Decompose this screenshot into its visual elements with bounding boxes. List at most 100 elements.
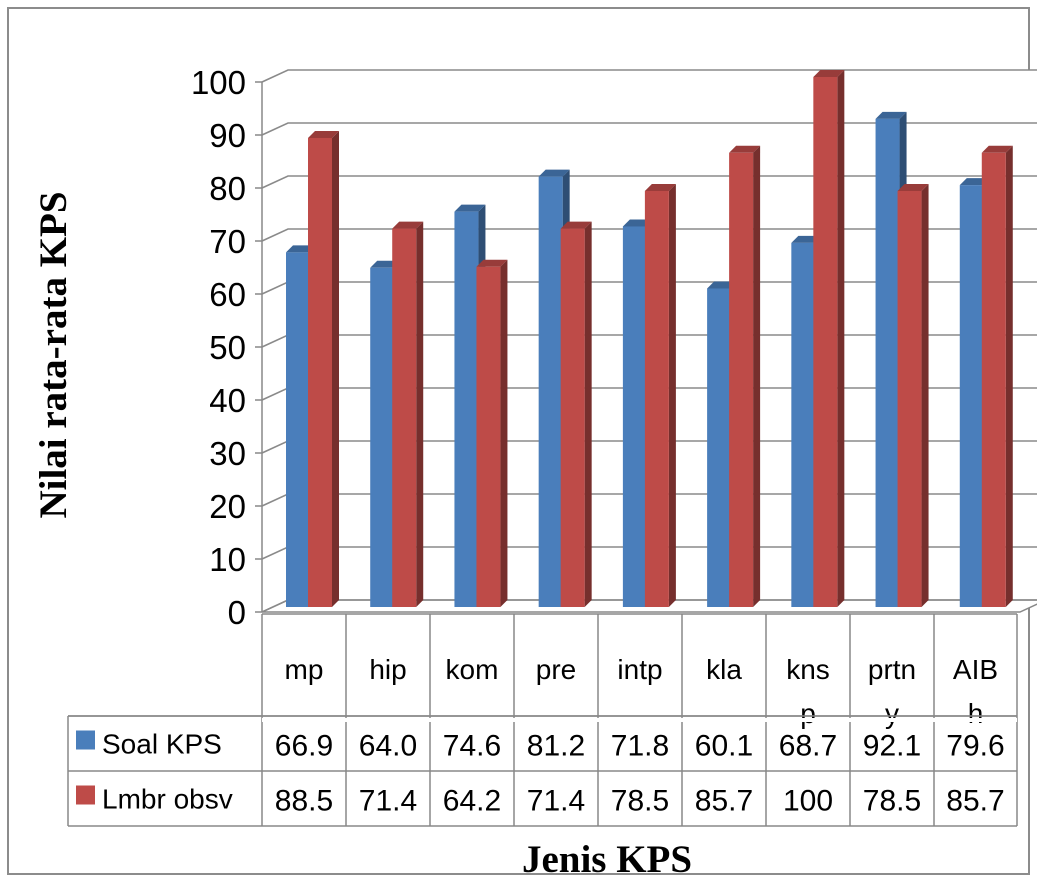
y-tick-label: 50 [209, 329, 246, 366]
y-tick-label: 40 [209, 382, 246, 419]
bar-side [668, 183, 676, 607]
bar-front [476, 266, 501, 607]
category-label: pre [536, 654, 576, 685]
bar-top [729, 145, 761, 153]
data-table: mp hip kom pre intp kla kns p prtn y AIB h Soal KPS 6… [67, 613, 1018, 827]
bar-lmbr-obsv [560, 221, 592, 607]
bar-front [644, 190, 669, 607]
bar-top [897, 183, 929, 191]
y-tick-label: 80 [209, 170, 246, 207]
bar-front [308, 137, 332, 607]
bar-top [454, 204, 486, 212]
category-label: kla [706, 654, 742, 685]
category-label: mp [285, 654, 324, 685]
legend-swatch [76, 785, 95, 805]
gridline [261, 122, 1037, 136]
category-label: AIB [953, 654, 998, 685]
y-tick-label: 10 [209, 541, 246, 578]
data-label: 71.8 [611, 730, 669, 763]
gridline [261, 228, 1037, 242]
bar-top [476, 259, 508, 267]
data-label: 78.5 [863, 785, 921, 818]
data-label: 74.6 [443, 730, 501, 763]
y-axis-label: Nilai rata-rata KPS [32, 191, 75, 518]
legend-label: Soal KPS [102, 729, 222, 760]
bar-side [1005, 145, 1013, 608]
table-mask [262, 718, 1017, 722]
category-label: h [968, 698, 984, 729]
bar-top [538, 169, 570, 177]
y-tick-label: 100 [191, 64, 246, 101]
y-tick-label: 60 [209, 276, 246, 313]
bar-top [560, 221, 592, 229]
gridline [261, 69, 1037, 83]
bar-front [454, 211, 479, 607]
bar-front [707, 288, 732, 607]
category-label: kns [786, 654, 830, 685]
bar-front [813, 77, 838, 607]
bar-lmbr-obsv [308, 130, 339, 607]
data-label: 88.5 [275, 785, 333, 818]
legend-label: Lmbr obsv [102, 784, 233, 815]
bar-lmbr-obsv [897, 183, 929, 607]
category-label: kom [446, 654, 499, 685]
category-label: intp [617, 654, 662, 685]
data-label: 60.1 [695, 730, 753, 763]
bar-front [538, 176, 563, 607]
y-axis-tick-labels: 0 10 20 30 40 50 60 70 80 90 100 [191, 64, 246, 631]
data-label: 66.9 [275, 730, 333, 763]
bar-front [560, 228, 585, 607]
bar-top [813, 70, 845, 77]
bar-front [729, 152, 754, 608]
bar-front [875, 118, 900, 608]
data-label: 100 [783, 785, 833, 818]
bar-front [370, 267, 395, 607]
data-label: 85.7 [946, 785, 1004, 818]
bar-side [332, 130, 339, 607]
bar-lmbr-obsv [644, 183, 676, 607]
y-tick-label: 0 [228, 594, 246, 631]
bar-lmbr-obsv [476, 259, 508, 607]
bar-top [981, 145, 1013, 153]
category-label: hip [369, 654, 406, 685]
y-tick-label: 70 [209, 223, 246, 260]
y-tick-label: 20 [209, 488, 246, 525]
bar-side [921, 183, 929, 607]
bar-front [959, 185, 984, 607]
x-axis-label: Jenis KPS [522, 838, 692, 881]
data-label: 64.2 [443, 785, 501, 818]
bar-side [753, 145, 761, 608]
bars [286, 70, 1013, 608]
y-tick-label: 30 [209, 435, 246, 472]
bar-lmbr-obsv [392, 221, 424, 607]
bar-front [897, 190, 922, 607]
category-label: y [885, 698, 899, 729]
data-label: 71.4 [527, 785, 585, 818]
legend-swatch [76, 730, 95, 750]
category-label: p [800, 698, 816, 729]
data-label: 78.5 [611, 785, 669, 818]
bar-side [500, 259, 508, 607]
bar-front [622, 226, 647, 607]
gridline [261, 175, 1037, 189]
data-label: 71.4 [359, 785, 417, 818]
bar-front [286, 252, 310, 607]
bar-side [416, 221, 424, 607]
category-label: prtn [868, 654, 916, 685]
bar-lmbr-obsv [813, 70, 845, 607]
bar-front [981, 152, 1006, 608]
bar-top [308, 130, 339, 138]
bar-lmbr-obsv [981, 145, 1013, 608]
data-label: 68.7 [779, 730, 837, 763]
data-label: 79.6 [946, 730, 1004, 763]
data-label: 64.0 [359, 730, 417, 763]
bar-front [791, 242, 816, 607]
data-label: 85.7 [695, 785, 753, 818]
data-label: 92.1 [863, 730, 921, 763]
bar-lmbr-obsv [729, 145, 761, 608]
bar-top [392, 221, 424, 229]
bar-front [392, 228, 417, 607]
bar-side [837, 70, 845, 607]
bar-top [644, 183, 676, 191]
